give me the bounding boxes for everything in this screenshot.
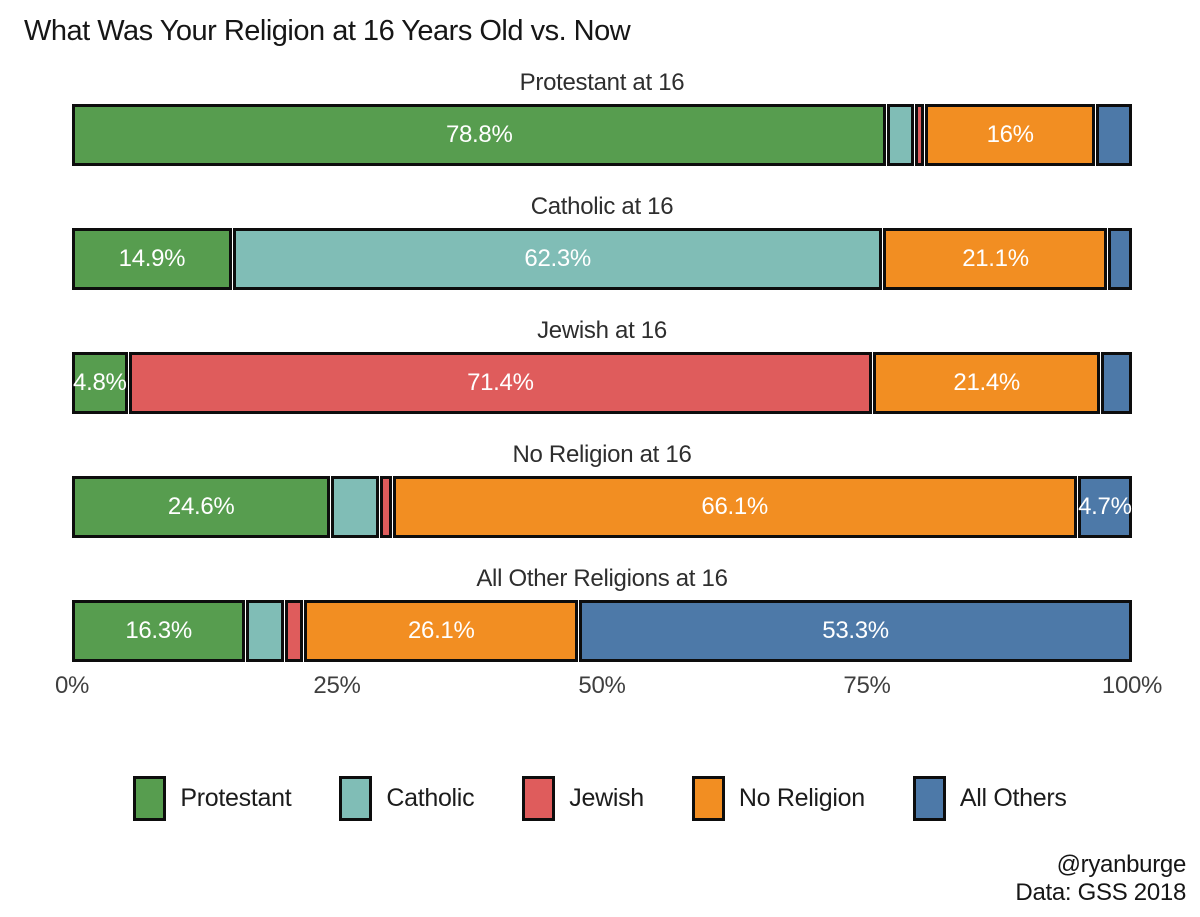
x-axis-tick-label: 50% <box>578 672 626 699</box>
segment-value-label: 4.8% <box>73 369 127 396</box>
bar-group: No Religion at 16 24.6% 66.1% 4.7% <box>72 440 1132 538</box>
segment-value-label: 71.4% <box>467 369 534 396</box>
bar-segment: 62.3% <box>232 228 883 290</box>
bar-segment: 14.9% <box>72 228 232 290</box>
stacked-bar: 4.8% 71.4% 21.4% <box>72 352 1132 414</box>
bar-segment: 21.4% <box>873 352 1101 414</box>
chart-title: What Was Your Religion at 16 Years Old v… <box>24 15 631 47</box>
bar-group: Catholic at 16 14.9% 62.3% 21.1% <box>72 192 1133 290</box>
legend-label: Jewish <box>569 784 644 812</box>
legend-item: Protestant <box>133 776 292 821</box>
legend: Protestant Catholic Jewish No Religion All O… <box>0 776 1200 821</box>
legend-item: Catholic <box>339 776 475 821</box>
stacked-bar: 16.3% 26.1% 53.3% <box>72 600 1132 662</box>
segment-value-label: 16% <box>986 121 1034 148</box>
segment-value-label: 62.3% <box>524 245 591 272</box>
bar-group: Protestant at 16 78.8% 16% <box>72 68 1132 166</box>
x-axis-tick-label: 25% <box>313 672 361 699</box>
bar-group-title: No Religion at 16 <box>512 441 692 468</box>
bar-segment <box>887 104 914 166</box>
segment-value-label: 78.8% <box>445 121 513 148</box>
bar-group: Jewish at 16 4.8% 71.4% 21.4% <box>72 316 1132 414</box>
bar-segment: 16% <box>925 104 1096 166</box>
bar-group: All Other Religions at 16 16.3% 26.1% 53.3% <box>72 564 1132 662</box>
legend-swatch-icon <box>339 776 373 821</box>
bar-segment: 16.3% <box>72 600 246 662</box>
legend-swatch-icon <box>691 776 725 821</box>
bar-segment: 78.8% <box>72 104 887 166</box>
attribution-handle: @ryanburge <box>1056 851 1187 878</box>
bar-segment <box>285 600 304 662</box>
bar-group-title: Jewish at 16 <box>537 317 667 344</box>
bar-segment: 66.1% <box>392 476 1077 538</box>
bar-segment <box>380 476 392 538</box>
x-axis-tick-label: 100% <box>1101 672 1163 699</box>
legend-swatch-icon <box>133 776 167 821</box>
legend-item: Jewish <box>522 776 644 821</box>
attribution: @ryanburge Data: GSS 2018 <box>1015 851 1186 907</box>
legend-item: All Others <box>912 776 1067 821</box>
bar-segment <box>246 600 285 662</box>
segment-value-label: 14.9% <box>118 245 186 272</box>
segment-value-label: 26.1% <box>407 617 475 644</box>
bar-segment <box>1096 104 1132 166</box>
segment-value-label: 16.3% <box>125 617 192 644</box>
attribution-source: Data: GSS 2018 <box>1015 879 1186 906</box>
legend-label: Protestant <box>180 784 292 812</box>
segment-value-label: 53.3% <box>822 617 889 644</box>
bar-segment: 53.3% <box>579 600 1132 662</box>
bar-group-title: Protestant at 16 <box>519 69 685 96</box>
legend-item: No Religion <box>691 776 865 821</box>
bar-group-title: All Other Religions at 16 <box>476 565 728 592</box>
bar-segment <box>915 104 925 166</box>
legend-label: No Religion <box>738 784 865 812</box>
segment-value-label: 66.1% <box>701 493 768 520</box>
bar-group-title: Catholic at 16 <box>530 193 674 220</box>
stacked-bar: 78.8% 16% <box>72 104 1132 166</box>
bar-segment: 4.8% <box>72 352 128 414</box>
segment-value-label: 24.6% <box>167 493 235 520</box>
bar-segment <box>331 476 380 538</box>
bar-segment: 4.7% <box>1077 476 1132 538</box>
legend-label: Catholic <box>386 784 475 812</box>
stacked-bar: 24.6% 66.1% 4.7% <box>72 476 1132 538</box>
bar-segment: 21.1% <box>883 228 1108 290</box>
stacked-bar-plot: Protestant at 16 78.8% 16% Catholic at 16 14… <box>72 68 1133 662</box>
segment-value-label: 21.4% <box>953 369 1020 396</box>
bar-segment <box>1108 228 1133 290</box>
bar-segment: 71.4% <box>128 352 873 414</box>
segment-value-label: 4.7% <box>1078 493 1132 520</box>
x-axis: 0% 25% 50% 75% 100% <box>55 668 1162 702</box>
bar-segment <box>1101 352 1132 414</box>
legend-swatch-icon <box>912 776 946 821</box>
bar-segment: 24.6% <box>72 476 331 538</box>
segment-value-label: 21.1% <box>962 245 1029 272</box>
legend-swatch-icon <box>522 776 556 821</box>
stacked-bar: 14.9% 62.3% 21.1% <box>72 228 1133 290</box>
legend-label: All Others <box>959 784 1067 812</box>
x-axis-tick-label: 0% <box>54 672 90 699</box>
x-axis-tick-label: 75% <box>843 672 891 699</box>
bar-segment: 26.1% <box>304 600 579 662</box>
